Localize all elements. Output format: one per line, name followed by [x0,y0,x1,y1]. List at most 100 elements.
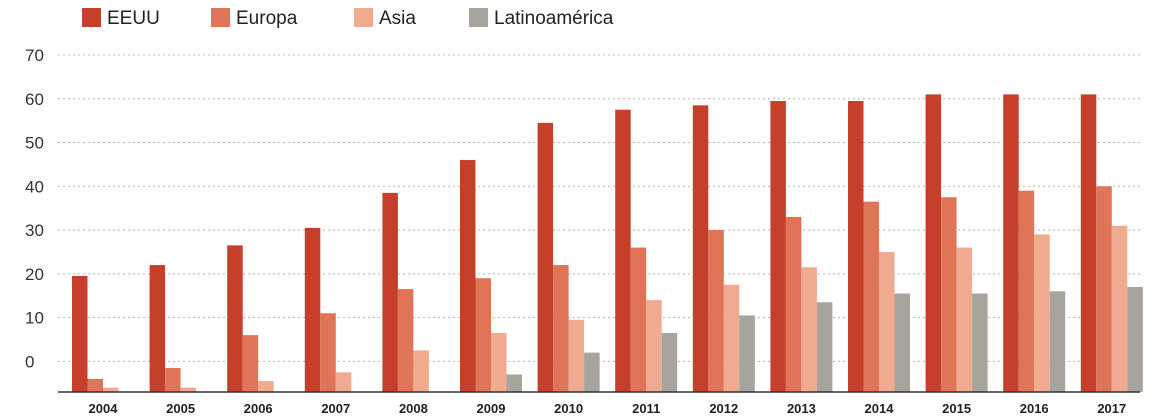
legend-item-europa: Europa [211,8,298,29]
bar-asia-2007 [335,372,352,392]
legend-swatch [354,8,373,27]
bar-latinoamerica-2017 [1127,286,1143,392]
bar-asia-2006 [258,381,274,392]
bar-europa-2015 [941,197,957,392]
bar-eeuu-2017 [1080,94,1097,392]
bar-latinoamerica-2011 [661,332,678,392]
x-tick-label-2004: 2004 [89,401,119,416]
x-tick-label-2015: 2015 [942,401,971,416]
bar-latinoamerica-2009 [506,374,522,392]
bar-europa-2011 [630,247,647,392]
bar-latinoamerica-2010 [584,352,600,392]
legend-item-asia: Asia [354,8,416,29]
y-tick-label: 70 [25,46,44,65]
bar-europa-2013 [785,216,802,392]
x-tick-label-2010: 2010 [554,401,583,416]
x-tick-label-2005: 2005 [166,401,195,416]
legend-label: EEUU [107,8,160,29]
bar-asia-2004 [103,387,119,392]
bar-eeuu-2009 [460,160,476,392]
legend-swatch [211,8,230,27]
bar-asia-2009 [491,332,507,392]
bar-asia-2011 [646,300,662,392]
legend-label: Latinoamérica [494,8,614,29]
legend-item-eeuu: EEUU [82,8,160,29]
bar-group-2011 [615,109,678,392]
y-tick-label: 10 [25,309,44,328]
bar-group-2009 [460,160,522,392]
bar-latinoamerica-2012 [739,315,755,392]
x-tick-label-2007: 2007 [321,401,350,416]
bar-group-2014 [848,100,910,393]
bar-group-2004 [72,276,119,392]
bar-asia-2008 [413,350,429,392]
bar-europa-2006 [242,335,259,392]
bar-group-2007 [304,227,352,392]
bar-asia-2010 [568,319,585,392]
x-tick-label-2011: 2011 [632,401,660,416]
bar-group-2016 [1003,94,1066,392]
bar-europa-2008 [397,289,414,392]
bar-eeuu-2015 [925,94,942,392]
bar-eeuu-2004 [72,276,88,392]
bar-group-2005 [149,265,197,392]
bar-asia-2017 [1111,225,1128,392]
bar-eeuu-2013 [770,100,786,393]
y-tick-label: 20 [25,265,44,284]
bar-eeuu-2016 [1003,94,1019,392]
y-tick-label: 30 [25,221,44,240]
bar-group-2006 [227,245,274,392]
bars [72,94,1143,393]
legend-label: Europa [236,8,298,29]
bar-europa-2009 [475,278,491,392]
x-axis: 2004 2005 2006 2007 2008 2009 2010 2011 2012 2013… [89,401,1127,416]
bar-asia-2016 [1034,234,1050,392]
bar-eeuu-2014 [848,100,864,393]
bar-europa-2007 [320,313,336,392]
bar-eeuu-2011 [615,109,631,392]
bar-eeuu-2005 [149,265,166,392]
bar-eeuu-2010 [537,122,554,393]
bar-europa-2010 [553,265,569,392]
bar-group-2015 [925,94,988,392]
bar-group-2008 [382,192,429,392]
legend-item-latinoamerica: Latinoamérica [469,8,614,29]
bar-latinoamerica-2013 [816,302,833,392]
bar-latinoamerica-2015 [972,293,988,392]
bar-asia-2015 [956,247,973,392]
x-tick-label-2006: 2006 [244,401,273,416]
y-tick-label: 0 [25,352,34,371]
bar-europa-2014 [863,201,879,392]
legend-swatch [82,8,101,27]
y-tick-label: 40 [25,177,44,196]
bar-eeuu-2006 [227,245,243,392]
bar-europa-2017 [1096,186,1112,392]
x-tick-label-2008: 2008 [399,401,428,416]
bar-latinoamerica-2016 [1049,291,1066,392]
legend-label: Asia [379,8,416,29]
bar-group-2010 [537,122,600,393]
bar-eeuu-2007 [304,227,321,392]
bar-group-2017 [1080,94,1143,392]
bar-eeuu-2008 [382,192,398,392]
bar-latinoamerica-2014 [894,293,910,392]
bar-asia-2013 [801,267,817,392]
bar-asia-2005 [180,387,197,392]
x-tick-label-2014: 2014 [865,401,895,416]
legend-swatch [469,8,488,27]
bar-europa-2005 [165,367,181,392]
y-tick-label: 50 [25,134,44,153]
legend: EEUU Europa Asia Latinoamérica [82,8,614,29]
x-tick-label-2017: 2017 [1097,401,1126,416]
bar-eeuu-2012 [692,105,709,392]
bar-asia-2014 [879,251,895,392]
y-axis: 70 60 50 40 30 20 10 0 [25,46,44,371]
bar-europa-2012 [708,230,724,392]
x-tick-label-2013: 2013 [787,401,816,416]
bar-group-2012 [692,105,755,392]
bar-europa-2016 [1018,190,1035,392]
x-tick-label-2016: 2016 [1020,401,1049,416]
bar-asia-2012 [723,284,740,392]
x-tick-label-2009: 2009 [477,401,506,416]
